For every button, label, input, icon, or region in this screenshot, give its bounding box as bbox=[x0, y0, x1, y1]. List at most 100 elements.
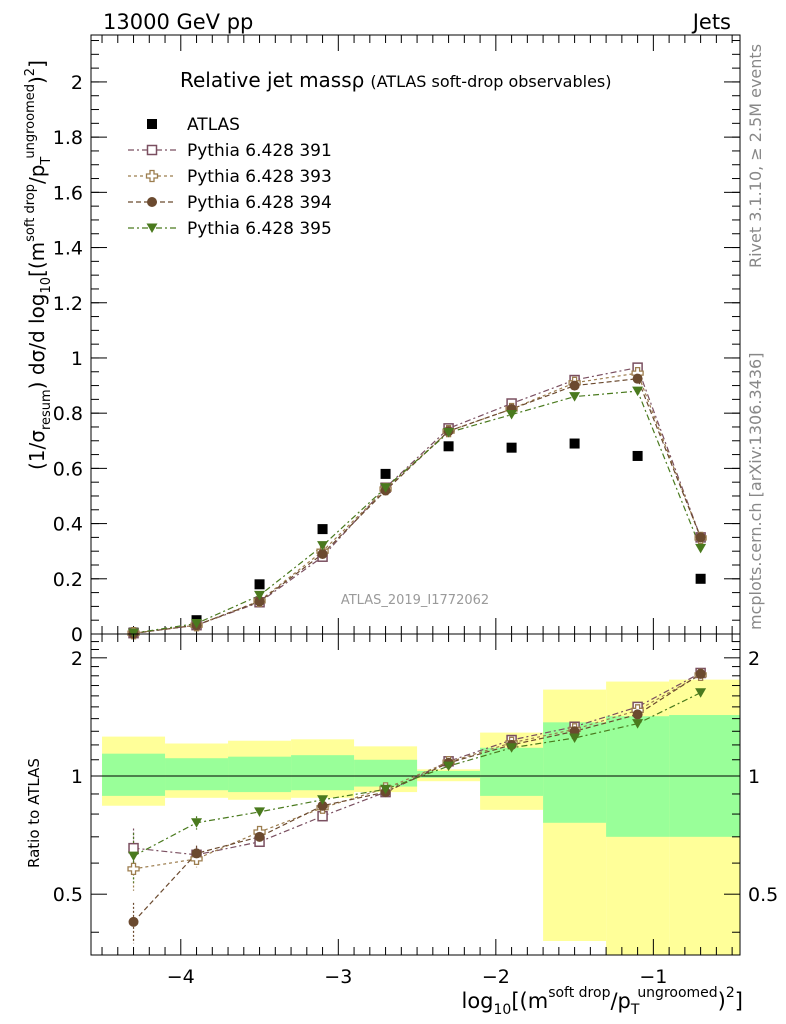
legend: ATLAS Pythia 6.428 391 Pythia 6.428 393 Pyt… bbox=[128, 115, 332, 239]
rivet-version-note: Rivet 3.1.10, ≥ 2.5M events bbox=[746, 44, 765, 268]
ratio-point-2-0 bbox=[128, 916, 139, 927]
main-y-tick-label: 1.2 bbox=[53, 293, 83, 315]
main-point-3-3 bbox=[317, 548, 328, 559]
main-point-0-3 bbox=[317, 524, 328, 535]
mcplots-credit-note: mcplots.cern.ch [arXiv:1306.3436] bbox=[746, 353, 765, 630]
ratio-y-tick-label: 2 bbox=[71, 648, 83, 670]
ratio-y-tick-label-right: 1 bbox=[748, 766, 760, 788]
ratio-point-3-1 bbox=[191, 818, 203, 828]
header-process-label: Jets bbox=[691, 10, 731, 34]
ratio-point-2-9 bbox=[695, 668, 706, 679]
legend-label-0: ATLAS bbox=[187, 115, 240, 135]
ratio-y-axis-label: Ratio to ATLAS bbox=[25, 758, 43, 868]
ratio-axis-ticks: 0.5 0.5 1 1 2 2 −4 −3 −2 −1 bbox=[53, 634, 778, 988]
ratio-point-3-7 bbox=[569, 733, 581, 743]
ratio-y-tick-label-right: 2 bbox=[748, 648, 760, 670]
main-point-4-9 bbox=[695, 543, 707, 554]
main-panel: 0 0.2 0.4 0.6 0.8 1 1.2 1.4 1.6 1.8 2 Relative jet… bbox=[23, 34, 741, 646]
main-y-tick-label: 0.8 bbox=[53, 403, 83, 425]
ratio-point-0-0 bbox=[128, 842, 139, 854]
main-point-3-8 bbox=[632, 373, 643, 384]
main-series-markers bbox=[127, 362, 707, 640]
main-point-4-5 bbox=[443, 427, 455, 438]
main-y-tick-label: 1.4 bbox=[53, 238, 83, 260]
main-point-4-6 bbox=[506, 410, 518, 420]
header-energy-label: 13000 GeV pp bbox=[103, 10, 253, 34]
main-y-tick-label: 0.6 bbox=[53, 458, 83, 480]
ratio-point-3-8 bbox=[632, 719, 644, 729]
ratio-y-tick-label: 0.5 bbox=[53, 884, 83, 906]
legend-label-1: Pythia 6.428 391 bbox=[187, 141, 332, 161]
ratio-point-3-9 bbox=[695, 688, 707, 698]
main-point-0-2 bbox=[254, 579, 265, 590]
main-point-0-5 bbox=[443, 441, 454, 452]
analysis-id-watermark: ATLAS_2019_I1772062 bbox=[341, 593, 489, 608]
main-axis-ticks: 0 0.2 0.4 0.6 0.8 1 1.2 1.4 1.6 1.8 2 bbox=[53, 35, 740, 646]
legend-marker-0 bbox=[147, 119, 157, 129]
ratio-series-line-0 bbox=[133, 672, 701, 856]
ratio-series-line-1 bbox=[133, 674, 701, 870]
legend-marker-2 bbox=[145, 169, 159, 183]
main-point-4-8 bbox=[632, 386, 644, 397]
main-series-line-3 bbox=[133, 378, 702, 634]
ratio-point-2-1 bbox=[191, 848, 202, 859]
green-band-5 bbox=[417, 770, 481, 778]
x-tick-label: −4 bbox=[167, 966, 195, 988]
ratio-y-tick-label: 1 bbox=[71, 766, 83, 788]
x-tick-label: −2 bbox=[482, 966, 510, 988]
main-point-0-6 bbox=[506, 442, 517, 453]
main-point-4-4 bbox=[380, 483, 392, 493]
ratio-point-3-6 bbox=[506, 743, 518, 753]
main-y-tick-label: 0.4 bbox=[53, 514, 83, 536]
main-point-3-9 bbox=[695, 532, 706, 543]
ratio-series-line-3 bbox=[133, 692, 701, 857]
ratio-point-3-0 bbox=[128, 851, 140, 862]
main-point-0-7 bbox=[569, 438, 580, 449]
ratio-panel: 0.5 0.5 1 1 2 2 −4 −3 −2 −1 Ratio to ATLAS log10[… bbox=[25, 633, 778, 1018]
x-tick-label: −1 bbox=[639, 966, 667, 988]
main-point-3-7 bbox=[569, 380, 580, 391]
green-band-2 bbox=[228, 756, 292, 793]
legend-marker-1 bbox=[146, 144, 158, 156]
legend-label-4: Pythia 6.428 395 bbox=[187, 219, 332, 239]
ratio-point-3-5 bbox=[443, 761, 455, 772]
green-band-0 bbox=[102, 753, 166, 796]
ratio-point-2-8 bbox=[632, 709, 643, 720]
green-band-8 bbox=[606, 716, 670, 837]
main-y-tick-label: 1.6 bbox=[53, 182, 83, 204]
ratio-series-markers bbox=[127, 667, 707, 927]
uncertainty-bands bbox=[91, 679, 740, 955]
ratio-point-3-4 bbox=[380, 784, 392, 795]
main-series-line-1 bbox=[133, 366, 702, 634]
main-title: Relative jet massρ (ATLAS soft-drop obser… bbox=[180, 68, 611, 92]
main-point-0-4 bbox=[380, 468, 391, 479]
main-point-3-2 bbox=[254, 596, 265, 607]
ratio-plot-frame bbox=[90, 633, 741, 956]
main-y-tick-label: 2 bbox=[71, 72, 83, 94]
ratio-point-2-3 bbox=[317, 800, 328, 811]
legend-label-3: Pythia 6.428 394 bbox=[187, 193, 332, 213]
main-series-line-4 bbox=[133, 390, 702, 634]
ratio-y-tick-label-right: 0.5 bbox=[748, 884, 778, 906]
main-y-tick-label: 1.8 bbox=[53, 127, 83, 149]
x-tick-label: −3 bbox=[324, 966, 352, 988]
ratio-point-3-3 bbox=[317, 795, 329, 805]
legend-marker-3 bbox=[147, 197, 157, 207]
green-band-6 bbox=[480, 747, 544, 796]
ratio-point-2-2 bbox=[254, 831, 265, 842]
main-series-lines bbox=[133, 366, 702, 634]
legend-marker-4 bbox=[146, 223, 158, 233]
green-band-1 bbox=[165, 758, 229, 791]
green-band-3 bbox=[291, 755, 355, 791]
x-axis-label: log10[(msoft drop/pTungroomed)2] bbox=[462, 985, 744, 1018]
main-point-0-9 bbox=[695, 573, 706, 584]
ratio-point-1-0 bbox=[127, 862, 140, 876]
main-point-0-8 bbox=[632, 450, 643, 461]
main-point-4-0 bbox=[128, 628, 140, 639]
legend-label-2: Pythia 6.428 393 bbox=[187, 167, 332, 187]
main-point-4-1 bbox=[191, 619, 203, 629]
main-point-4-2 bbox=[254, 590, 266, 601]
main-y-axis-label: (1/σresum) dσ/d log10[(msoft drop/pTungr… bbox=[23, 60, 54, 470]
ratio-point-3-2 bbox=[254, 807, 266, 817]
